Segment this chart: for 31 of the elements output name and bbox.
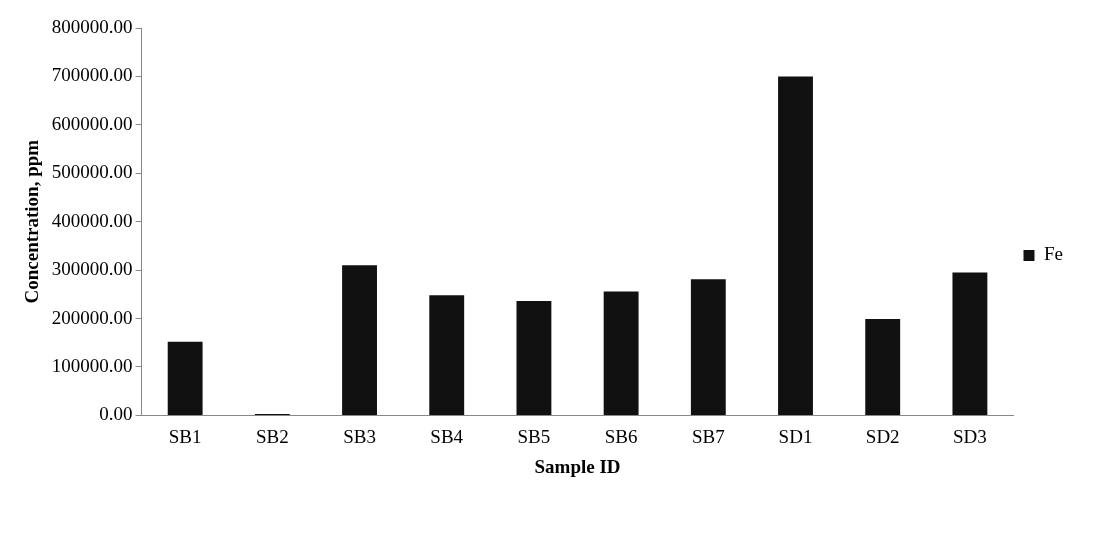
bar bbox=[516, 301, 552, 415]
x-tick-label: SD3 bbox=[953, 425, 987, 447]
bar bbox=[690, 279, 726, 415]
x-tick-label: SB6 bbox=[604, 425, 638, 447]
x-tick-label: SB2 bbox=[255, 425, 289, 447]
y-tick-label: 400000.00 bbox=[51, 209, 133, 231]
bar bbox=[429, 295, 465, 415]
y-tick-label: 0.00 bbox=[99, 403, 133, 425]
y-tick-label: 800000.00 bbox=[51, 15, 133, 37]
y-tick-label: 600000.00 bbox=[51, 112, 133, 134]
x-tick-label: SB7 bbox=[691, 425, 725, 447]
x-tick-label: SB3 bbox=[343, 425, 376, 447]
x-axis-title: Sample ID bbox=[534, 455, 621, 477]
x-tick-label: SD2 bbox=[865, 425, 900, 447]
y-tick-label: 500000.00 bbox=[51, 161, 133, 183]
bar bbox=[167, 341, 203, 415]
y-tick-label: 700000.00 bbox=[51, 64, 133, 86]
x-tick-label: SB5 bbox=[517, 425, 551, 447]
bar bbox=[342, 265, 377, 415]
legend-label: Fe bbox=[1044, 243, 1063, 265]
x-tick-label: SB4 bbox=[430, 425, 464, 447]
bar bbox=[952, 272, 988, 415]
y-tick-label: 300000.00 bbox=[51, 258, 133, 280]
y-axis-title: Concentration, ppm bbox=[21, 139, 43, 304]
bar bbox=[778, 76, 813, 415]
y-tick-label: 100000.00 bbox=[51, 354, 133, 376]
bar bbox=[603, 291, 639, 415]
x-tick-label: SB1 bbox=[168, 425, 202, 447]
y-tick-label: 200000.00 bbox=[51, 306, 133, 328]
x-tick-label: SD1 bbox=[778, 425, 813, 447]
bar bbox=[865, 319, 901, 415]
